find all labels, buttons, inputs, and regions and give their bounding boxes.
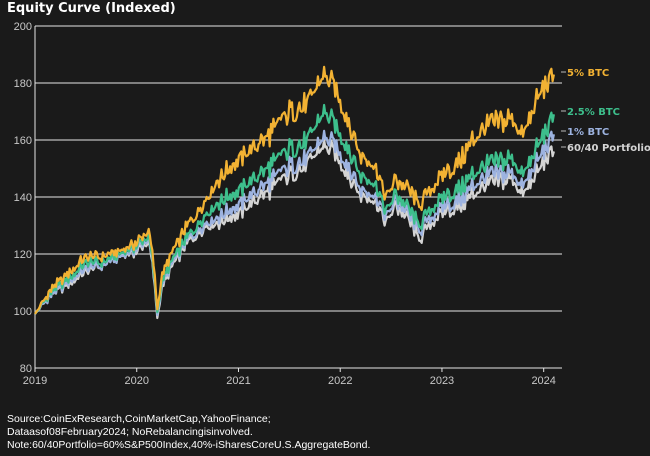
axis-layer: 80 100 120 140 160 180 200 2019 2020 2021 2022 2023… xyxy=(14,21,562,387)
y-tick-label: 160 xyxy=(14,135,32,147)
x-tick-label: 2022 xyxy=(328,375,352,387)
y-tick-label: 80 xyxy=(20,363,32,375)
source-note-line-3: Note:60/40Portfolio=60%S&P500Index,40%-i… xyxy=(7,439,371,451)
y-tick-label: 180 xyxy=(14,78,32,90)
x-tick-label: 2024 xyxy=(531,375,555,387)
y-tick-label: 100 xyxy=(14,306,32,318)
source-note-line-1: Source:CoinExResearch,CoinMarketCap,Yaho… xyxy=(7,413,271,425)
source-note-line-2: Dataasof08February2024; NoRebalancingisi… xyxy=(7,426,253,438)
series-label: 5% BTC xyxy=(567,68,609,79)
y-tick-label: 200 xyxy=(14,21,32,33)
label-layer: 60/40 Portfolio 1% BTC 2.5% BTC 5% BTC xyxy=(561,68,650,154)
chart-title: Equity Curve (Indexed) xyxy=(7,1,176,16)
y-tick-label: 120 xyxy=(14,249,32,261)
equity-curve-chart: 80 100 120 140 160 180 200 2019 2020 2021 2022 2023… xyxy=(14,21,650,387)
series-label: 2.5% BTC xyxy=(567,107,620,118)
x-tick-label: 2023 xyxy=(430,375,454,387)
x-tick-label: 2020 xyxy=(124,375,148,387)
y-tick-label: 140 xyxy=(14,192,32,204)
x-tick-label: 2021 xyxy=(226,375,250,387)
series-line-2-5-btc xyxy=(34,103,555,315)
x-tick-label: 2019 xyxy=(23,375,47,387)
source-note: Source:CoinExResearch,CoinMarketCap,Yaho… xyxy=(7,413,637,452)
series-line-60-40-portfolio xyxy=(34,138,555,320)
series-label: 60/40 Portfolio xyxy=(567,143,650,154)
series-line-1-btc xyxy=(34,129,555,317)
grid-layer xyxy=(35,25,562,369)
series-layer xyxy=(34,65,555,320)
series-label: 1% BTC xyxy=(567,127,609,138)
series-line-5-btc xyxy=(34,65,555,315)
